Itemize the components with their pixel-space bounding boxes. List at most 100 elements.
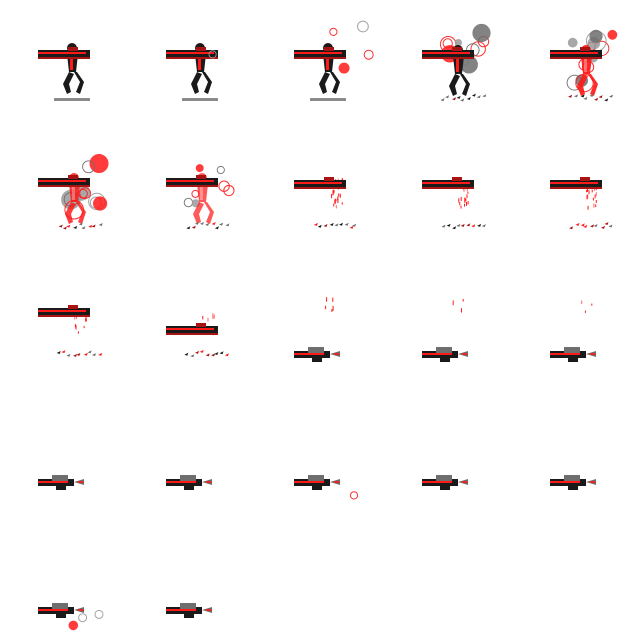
debris-piece (456, 223, 461, 227)
soldier-leg-right (76, 202, 86, 224)
debris-piece (211, 222, 216, 225)
sprite-frame-15 (550, 300, 596, 362)
debris-piece (66, 353, 71, 357)
wisp-particle (587, 205, 589, 210)
wisp-particle (334, 198, 336, 204)
wisp-particle (202, 315, 204, 320)
launcher-stripe (166, 52, 214, 54)
wisp-particle (460, 196, 462, 201)
launcher-grip (312, 356, 322, 362)
rocket-launcher (38, 603, 84, 618)
rocket-launcher (294, 347, 340, 362)
smoke-puff (78, 613, 88, 623)
smoke-cloud (566, 29, 618, 93)
debris-piece (456, 95, 461, 99)
launcher-stripe (550, 182, 598, 184)
debris-fragments (441, 223, 486, 230)
smoke-puff (68, 620, 79, 631)
soldier-stripe (200, 186, 203, 200)
rocket-launcher (550, 177, 602, 189)
launcher-stripe (166, 609, 196, 611)
debris-piece (98, 223, 103, 226)
rocket-launcher (166, 603, 212, 618)
debris-piece (88, 224, 93, 228)
launcher-sight (180, 475, 196, 481)
sprite-frame-17 (166, 475, 212, 490)
debris-piece (199, 349, 204, 353)
wisp-particle (587, 188, 588, 192)
launcher-underside (166, 185, 218, 187)
wisp-particle (332, 189, 334, 195)
debris-piece (334, 223, 339, 227)
wisp-particle (595, 204, 597, 208)
debris-piece (317, 224, 322, 228)
rocket-launcher (550, 47, 602, 59)
launcher-sight (452, 177, 462, 181)
debris-piece (214, 226, 219, 230)
debris-piece (471, 224, 476, 228)
launcher-sight (564, 475, 580, 481)
debris-piece (441, 224, 446, 228)
wisp-particle (466, 194, 468, 199)
launcher-stripe (38, 481, 68, 483)
debris-piece (186, 226, 191, 230)
smoke-puff (454, 39, 463, 47)
debris-fragments (186, 221, 230, 230)
wisp-particle (74, 324, 76, 328)
smoke-puff (607, 29, 618, 40)
launcher-underside (166, 57, 218, 59)
launcher-sight (180, 603, 196, 609)
wisp-particle (331, 193, 333, 199)
wisp-particle (586, 194, 588, 200)
launcher-sight (324, 47, 334, 51)
wisp-particle (334, 199, 336, 204)
wisp-particle (593, 203, 595, 208)
smoke-puff (195, 164, 204, 173)
launcher-stripe (550, 481, 580, 483)
rocket-launcher (294, 475, 340, 490)
debris-piece (87, 350, 92, 354)
soldier-leg-left (577, 74, 588, 96)
dissolve-wisp (452, 299, 464, 313)
wisp-particle (461, 308, 462, 313)
launcher-sight (196, 323, 206, 327)
sprite-frame-7 (166, 164, 235, 230)
wisp-particle (332, 192, 334, 196)
debris-fragments (440, 93, 487, 102)
smoke-puff (208, 50, 217, 59)
wisp-particle (594, 194, 596, 199)
wisp-particle (591, 303, 593, 306)
debris-piece (583, 96, 588, 100)
debris-piece (224, 353, 229, 357)
sprite-frame-10 (550, 177, 613, 230)
smoke-cloud (329, 20, 374, 74)
debris-piece (225, 223, 230, 227)
rocket-launcher (422, 347, 468, 362)
debris-piece (574, 94, 578, 98)
wisp-particle (464, 203, 465, 207)
smoke-puff (223, 184, 235, 197)
debris-piece (604, 222, 609, 225)
smoke-puff (349, 491, 359, 500)
wisp-particle (335, 205, 337, 209)
debris-piece (76, 352, 81, 356)
smoke-cloud (208, 50, 217, 59)
rocket-launcher (422, 475, 468, 490)
debris-fragments (56, 350, 103, 357)
soldier-leg-right (74, 72, 84, 94)
wisp-particle (584, 310, 586, 313)
rocket-launcher (294, 177, 346, 189)
debris-piece (580, 223, 585, 227)
launcher-stripe (38, 310, 86, 312)
debris-piece (214, 352, 219, 355)
debris-piece (73, 225, 78, 229)
launcher-sight (436, 347, 452, 353)
launcher-sight (564, 347, 580, 353)
launcher-grip (440, 484, 450, 490)
launcher-grip (184, 612, 194, 618)
debris-piece (590, 224, 594, 228)
wisp-particle (467, 191, 469, 194)
soldier-stripe (456, 58, 459, 72)
debris-piece (83, 352, 88, 356)
soldier-leg-left (191, 72, 202, 94)
